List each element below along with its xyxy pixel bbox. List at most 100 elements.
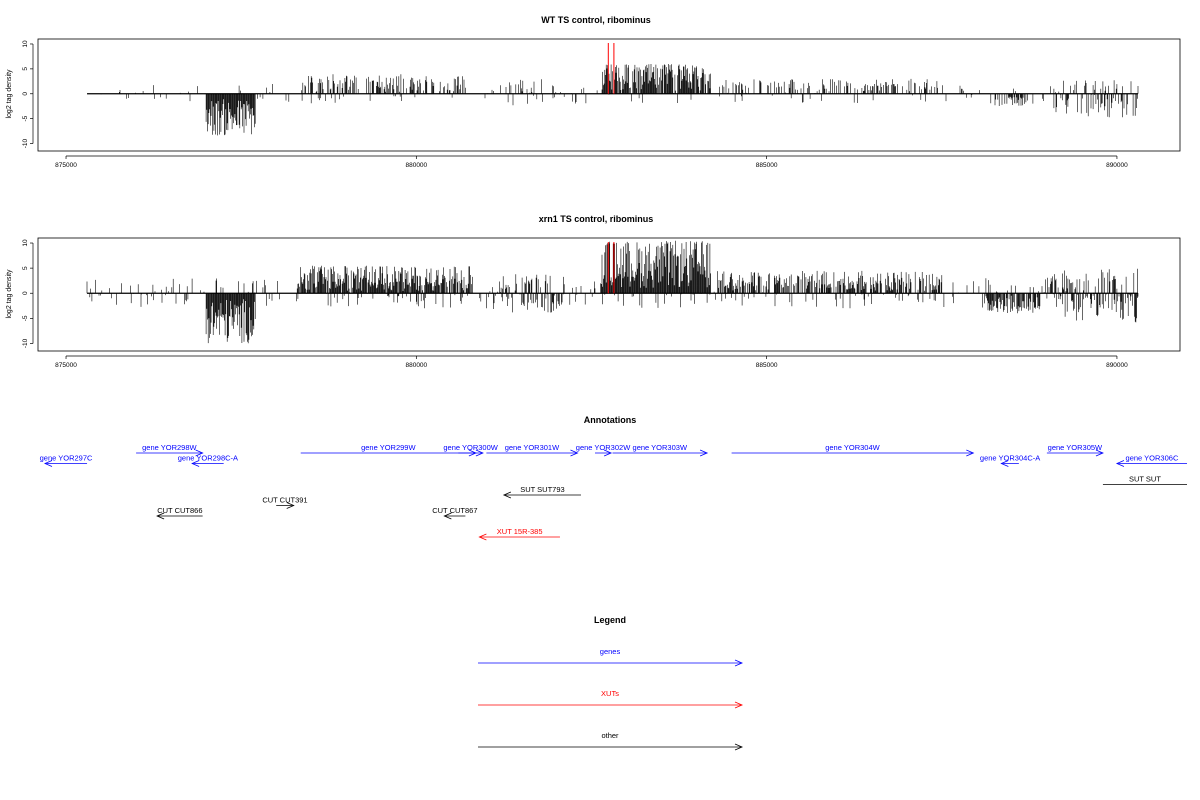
annotation-arrow xyxy=(156,512,203,520)
plot-frame xyxy=(37,237,1181,352)
annotation-arrow xyxy=(43,460,88,467)
annotation-gene: gene YOR305W xyxy=(1046,443,1104,457)
annotation-gene: gene YOR304C-A xyxy=(980,454,1040,467)
annotation-label: gene YOR299W xyxy=(361,443,416,452)
annotation-label: gene YOR303W xyxy=(633,443,688,452)
density-bar xyxy=(100,64,1139,136)
annotation-label: gene YOR304W xyxy=(825,443,880,452)
y-axis-label: log2 tag density xyxy=(6,269,13,319)
annotation-arrow xyxy=(478,533,560,541)
x-tick-label: 890000 xyxy=(1106,162,1128,169)
annotation-other: CUT CUT866 xyxy=(156,506,203,520)
y-axis: -10 -5 0 5 10 xyxy=(22,40,34,148)
annotation-other: CUT CUT867 xyxy=(432,506,478,520)
x-tick-label: 880000 xyxy=(405,162,427,169)
y-axis: -10 -5 0 5 10 xyxy=(22,239,34,348)
annotation-other: SUT SUT793 xyxy=(502,485,581,499)
legend-item: genes xyxy=(478,647,744,667)
y-tick-label: -10 xyxy=(22,138,29,148)
annotation-arrow xyxy=(1000,460,1019,467)
annotation-arrow xyxy=(502,491,581,499)
y-tick-label: 10 xyxy=(22,40,29,48)
annotation-arrow xyxy=(136,449,204,457)
x-tick-label: 875000 xyxy=(55,362,77,369)
legend-arrow xyxy=(478,743,744,751)
panel-title: WT TS control, ribominus xyxy=(541,15,651,25)
y-tick-label: -5 xyxy=(22,115,29,121)
annotation-arrow xyxy=(612,449,709,457)
annotation-other: SUT SUT xyxy=(1102,475,1188,485)
annotation-xut: XUT 15R-385 xyxy=(478,527,560,541)
annotation-gene: gene YOR304W xyxy=(731,443,975,457)
annotation-label: gene YOR298W xyxy=(142,443,197,452)
annotation-arrow xyxy=(594,449,613,457)
annotation-gene: gene YOR297C xyxy=(40,454,93,467)
annotation-arrow xyxy=(731,449,975,457)
annotation-gene: gene YOR306C xyxy=(1115,454,1188,467)
annotation-label: CUT CUT867 xyxy=(432,506,477,515)
y-tick-label: 5 xyxy=(22,266,29,270)
annotation-label: SUT SUT xyxy=(1129,475,1161,484)
annotation-other: CUT CUT391 xyxy=(262,496,308,509)
y-axis-label: log2 tag density xyxy=(6,69,13,119)
annotation-arrow xyxy=(1046,449,1104,457)
annotation-arrow xyxy=(486,449,579,457)
panel-wt: WT TS control, ribominus log2 tag densit… xyxy=(6,15,1181,169)
x-tick-label: 890000 xyxy=(1106,362,1128,369)
annotation-label: CUT CUT866 xyxy=(157,506,202,515)
legend-item: other xyxy=(478,731,744,751)
legend-arrow xyxy=(478,659,744,667)
y-tick-label: -10 xyxy=(22,338,29,348)
density-bars xyxy=(87,64,1139,136)
y-tick-label: 5 xyxy=(22,67,29,71)
annotation-label: CUT CUT391 xyxy=(262,496,307,505)
highlight-lines xyxy=(607,242,615,294)
annotation-label: gene YOR297C xyxy=(40,454,93,463)
legend-arrow xyxy=(478,701,744,709)
annotation-label: gene YOR305W xyxy=(1048,443,1103,452)
annotation-arrow xyxy=(1115,460,1188,467)
highlight-lines xyxy=(607,43,615,94)
annotation-gene: gene YOR303W xyxy=(612,443,709,457)
x-tick-label: 885000 xyxy=(756,162,778,169)
annotation-gene: gene YOR301W xyxy=(486,443,579,457)
annotation-label: XUT 15R-385 xyxy=(497,527,543,536)
legend-label: other xyxy=(601,731,619,740)
annotation-arrow xyxy=(443,512,466,520)
annotation-gene: gene YOR300W xyxy=(443,443,499,457)
legend-label: XUTs xyxy=(601,689,619,698)
annotation-label: gene YOR306C xyxy=(1126,454,1179,463)
annotation-arrow xyxy=(191,460,224,467)
legend-item: XUTs xyxy=(478,689,744,709)
annotation-label: SUT SUT793 xyxy=(520,485,564,494)
panel-xrn1: xrn1 TS control, ribominus log2 tag dens… xyxy=(6,214,1181,369)
annotation-label: gene YOR301W xyxy=(505,443,560,452)
annotation-label: gene YOR300W xyxy=(443,443,498,452)
legend-title: Legend xyxy=(594,615,626,625)
annotation-arrow xyxy=(458,449,484,457)
annotation-arrow xyxy=(276,502,295,509)
annotation-label: gene YOR298C-A xyxy=(178,454,238,463)
legend: Legend genes XUTs other xyxy=(478,615,744,751)
x-tick-label: 885000 xyxy=(756,362,778,369)
density-bars xyxy=(86,240,1139,344)
annotation-gene: gene YOR298W xyxy=(136,443,204,457)
y-tick-label: -5 xyxy=(22,315,29,321)
plot-frame xyxy=(37,38,1181,152)
density-bar xyxy=(86,240,1139,344)
x-axis: 875000 880000 885000 890000 xyxy=(55,155,1128,169)
legend-label: genes xyxy=(600,647,621,656)
annotation-gene: gene YOR302W xyxy=(576,443,631,457)
x-tick-label: 875000 xyxy=(55,162,77,169)
panel-title: xrn1 TS control, ribominus xyxy=(539,214,654,224)
annotation-features: gene YOR297C gene YOR298W gene YOR298C-A ge… xyxy=(40,443,1188,541)
annotations-title: Annotations xyxy=(584,415,637,425)
annotation-gene: gene YOR298C-A xyxy=(178,454,238,467)
annotation-label: gene YOR302W xyxy=(576,443,631,452)
legend-items: genes XUTs other xyxy=(478,647,744,751)
x-tick-label: 880000 xyxy=(405,362,427,369)
y-tick-label: 10 xyxy=(22,239,29,247)
annotation-label: gene YOR304C-A xyxy=(980,454,1040,463)
